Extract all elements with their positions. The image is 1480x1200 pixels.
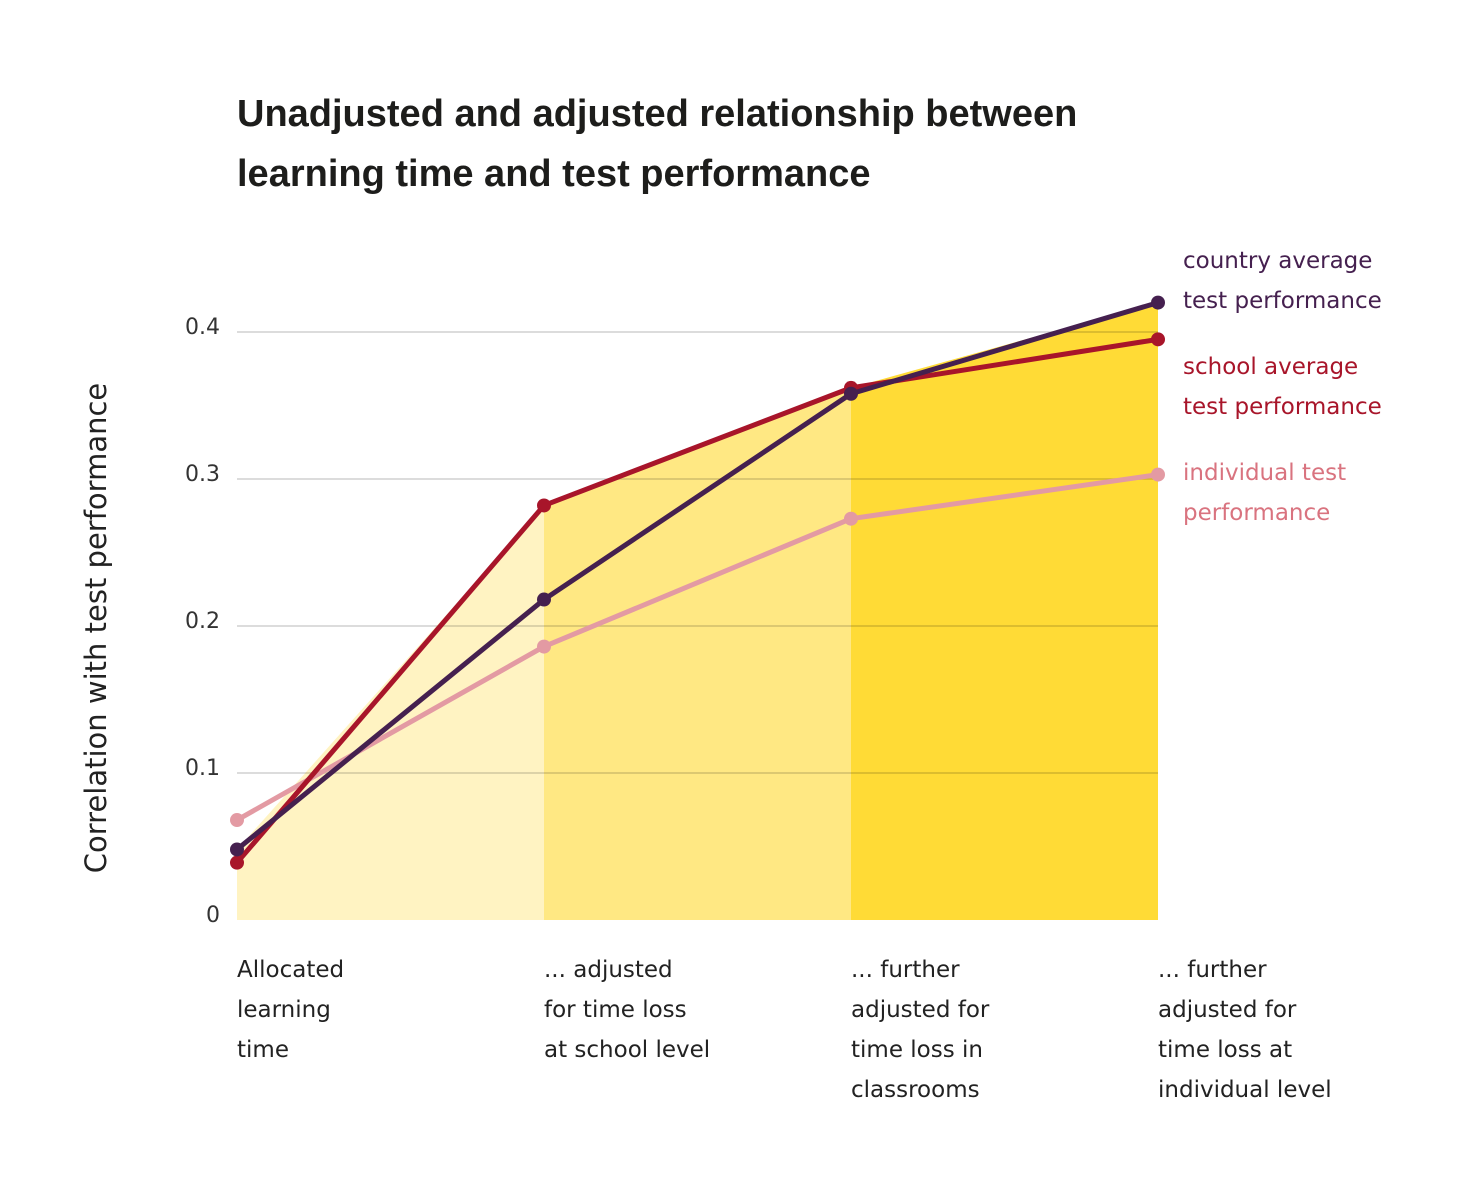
x-category-label: adjusted for <box>851 997 990 1023</box>
legend-label: individual test <box>1183 460 1346 486</box>
area-band <box>544 387 851 920</box>
legend-label: country average <box>1183 248 1372 274</box>
series-line <box>235 472 1159 823</box>
x-category-label: time loss at <box>1158 1037 1292 1063</box>
data-point <box>537 639 551 654</box>
x-category-label: adjusted for <box>1158 997 1297 1023</box>
y-tick-label: 0.4 <box>185 315 220 340</box>
data-point <box>230 855 244 870</box>
title-line: Unadjusted and adjusted relationship bet… <box>237 93 1078 135</box>
legend-label: performance <box>1183 500 1330 526</box>
data-point <box>537 498 551 513</box>
y-tick-label: 0 <box>206 903 220 928</box>
legend-label: test performance <box>1183 288 1382 314</box>
data-point <box>230 813 244 828</box>
data-point <box>844 511 858 526</box>
x-category-label: Allocated <box>237 957 344 983</box>
x-category-label: learning <box>237 997 331 1023</box>
title-line: learning time and test performance <box>237 153 871 195</box>
x-category-label: ... further <box>851 957 960 983</box>
x-category-label: time loss in <box>851 1037 983 1063</box>
data-point <box>1151 295 1165 310</box>
data-point <box>230 842 244 857</box>
x-category-label: individual level <box>1158 1077 1332 1103</box>
legend-label: school average <box>1183 354 1358 380</box>
y-tick-label: 0.1 <box>185 756 220 781</box>
x-category-label: classrooms <box>851 1077 980 1103</box>
y-tick-label: 0.2 <box>185 609 220 634</box>
y-tick-label: 0.3 <box>185 462 220 487</box>
data-point <box>537 592 551 607</box>
area-band <box>851 302 1158 921</box>
data-point <box>844 386 858 401</box>
x-category-label: for time loss <box>544 997 687 1023</box>
x-category-label: at school level <box>544 1037 710 1063</box>
y-axis-label: Correlation with test performance <box>79 383 113 874</box>
series-line <box>235 300 1159 852</box>
area-band <box>237 505 544 920</box>
x-category-label: time <box>237 1037 289 1063</box>
series-line <box>235 336 1159 865</box>
legend-label: test performance <box>1183 394 1382 420</box>
x-category-label: ... adjusted <box>544 957 673 983</box>
x-category-label: ... further <box>1158 957 1267 983</box>
data-point <box>1151 332 1165 347</box>
data-point <box>1151 467 1165 482</box>
chart-title: Unadjusted and adjusted relationship bet… <box>237 84 1237 204</box>
